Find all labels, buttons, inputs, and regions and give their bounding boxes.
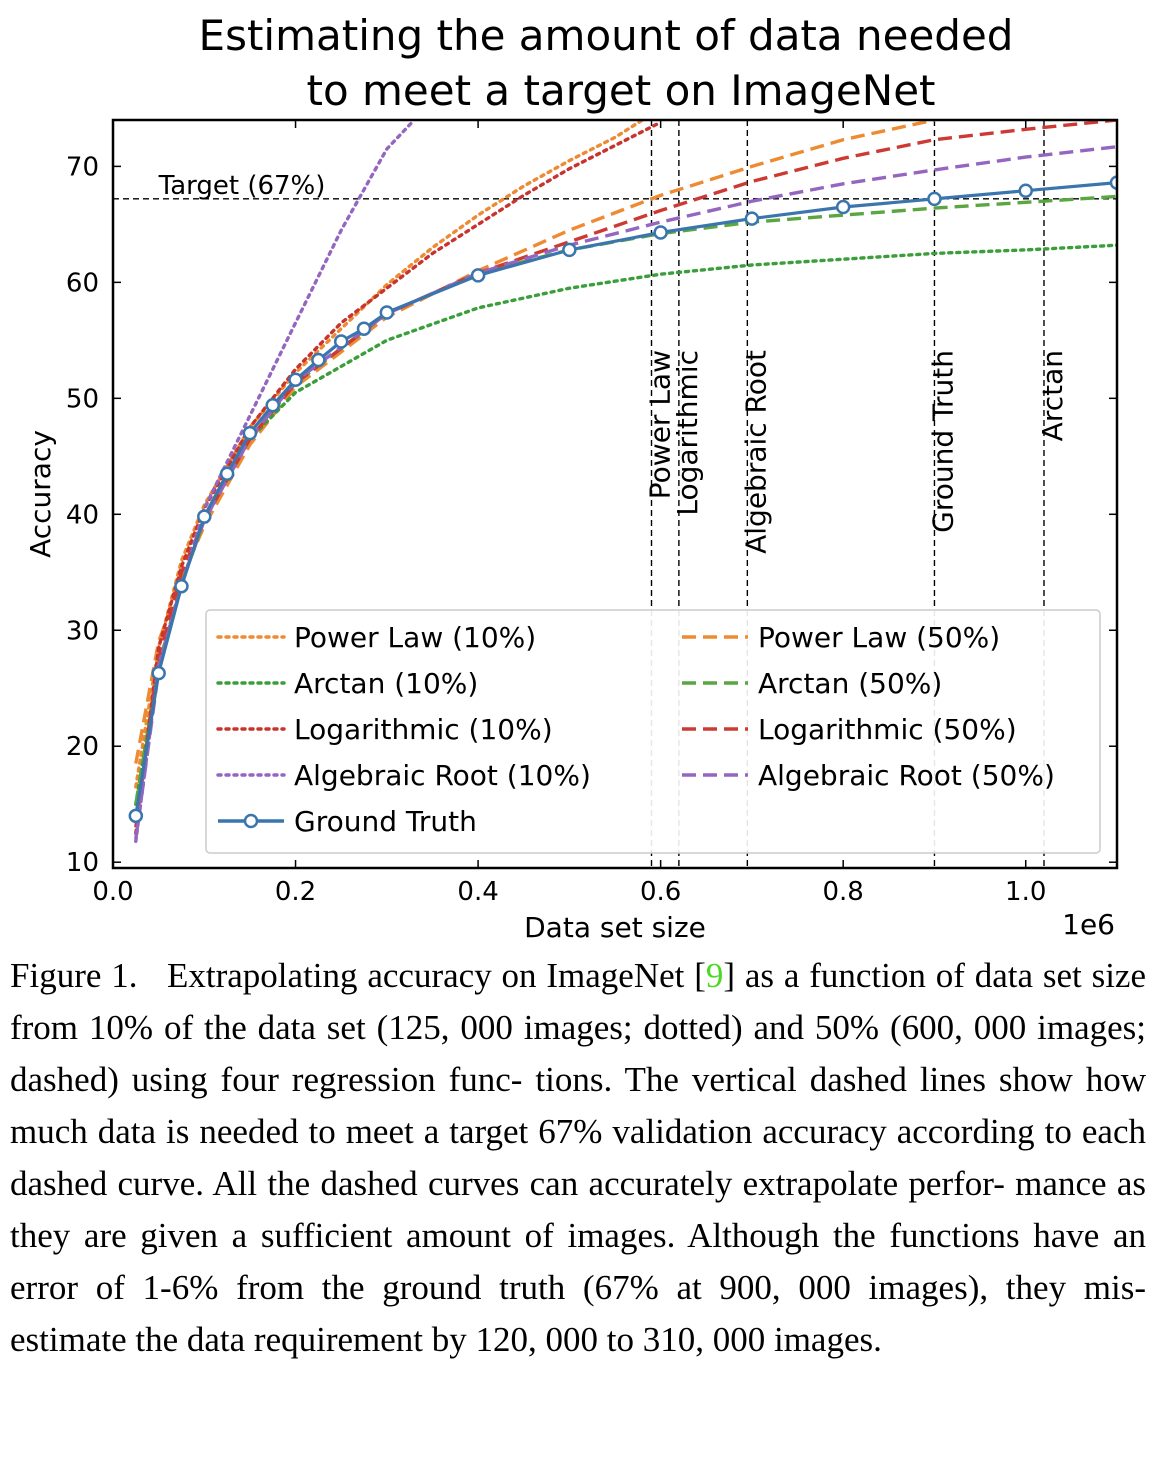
series-line-logarithmic-10: [134, 120, 663, 835]
vline-label-arctan: Arctan: [1036, 350, 1069, 441]
x-axis-offset-label: 1e6: [1062, 908, 1115, 941]
legend-label-ground-truth: Ground Truth: [294, 805, 477, 838]
legend-label-power-law-10: Power Law (10%): [294, 621, 536, 654]
ground-truth-point: [562, 242, 577, 258]
legend-label-arctan-10: Arctan (10%): [294, 667, 478, 700]
ground-truth-point: [242, 425, 258, 441]
ground-truth-point: [653, 225, 668, 240]
legend-label-power-law-50: Power Law (50%): [758, 621, 1000, 654]
target-label: Target (67%): [158, 171, 326, 201]
chart-title-line1: Estimating the amount of data needed: [199, 11, 1014, 60]
figure-caption: Figure 1. Extrapolating accuracy on Imag…: [10, 950, 1146, 1366]
y-tick-label: 50: [66, 384, 99, 414]
series-line-algebraic-root-10: [134, 120, 416, 843]
legend-box: [205, 609, 1101, 854]
chart: Estimating the amount of data needed to …: [24, 11, 1119, 944]
ground-truth-point: [356, 321, 372, 336]
series-line-ground-truth: [134, 181, 1117, 817]
ground-truth-point: [470, 268, 486, 283]
x-tick-label: 0.6: [640, 877, 681, 907]
ground-truth-point: [1109, 175, 1117, 190]
y-tick-label: 30: [66, 616, 99, 646]
ground-truth-point: [288, 372, 303, 388]
ground-truth-point: [379, 305, 395, 320]
y-tick-label: 20: [66, 732, 99, 762]
y-tick-label: 40: [66, 500, 99, 530]
figure-label: Figure 1.: [10, 956, 138, 995]
caption-text-rest: ] as a function of data set size from 10…: [10, 956, 1146, 1359]
x-tick-label: 0.8: [823, 877, 864, 907]
legend-marker: [243, 813, 259, 829]
legend-label-arctan-50: Arctan (50%): [758, 667, 942, 700]
x-tick-label: 0.4: [457, 877, 498, 907]
x-axis-label: Data set size: [524, 911, 706, 944]
vline-label-ground-truth: Ground Truth: [926, 350, 959, 533]
caption-text-start: Extrapolating accuracy on ImageNet [: [167, 956, 706, 995]
x-tick-label: 0.0: [92, 877, 133, 907]
y-axis-label: Accuracy: [24, 430, 57, 558]
ground-truth-point: [219, 466, 235, 481]
y-tick-label: 10: [66, 848, 99, 878]
ground-truth-point: [265, 398, 280, 413]
legend-label-logarithmic-50: Logarithmic (50%): [758, 713, 1017, 746]
citation-link[interactable]: 9: [705, 956, 724, 995]
vline-label-power-law: Power Law: [644, 350, 677, 499]
ground-truth-point: [927, 191, 942, 207]
ground-truth-point: [1018, 183, 1033, 198]
plot-frame: [111, 118, 1119, 870]
x-tick-label: 0.2: [275, 877, 316, 907]
x-tick-label: 1.0: [1005, 877, 1046, 907]
ground-truth-point: [333, 334, 349, 349]
ground-truth-point: [311, 352, 326, 368]
y-tick-label: 60: [66, 268, 99, 298]
legend-label-algebraic-root-50: Algebraic Root (50%): [758, 759, 1055, 792]
legend-label-logarithmic-10: Logarithmic (10%): [294, 713, 553, 746]
chart-title-line2: to meet a target on ImageNet: [307, 66, 936, 115]
ground-truth-point: [835, 199, 851, 215]
ground-truth-point: [744, 211, 760, 226]
ground-truth-point: [128, 808, 144, 824]
ground-truth-point: [151, 665, 166, 681]
vline-label-algebraic-root: Algebraic Root: [739, 350, 772, 554]
ground-truth-point: [174, 578, 189, 594]
ground-truth-point: [197, 509, 212, 524]
y-tick-label: 70: [66, 152, 99, 182]
legend-label-algebraic-root-10: Algebraic Root (10%): [294, 759, 591, 792]
vline-label-logarithmic: Logarithmic: [671, 350, 704, 516]
